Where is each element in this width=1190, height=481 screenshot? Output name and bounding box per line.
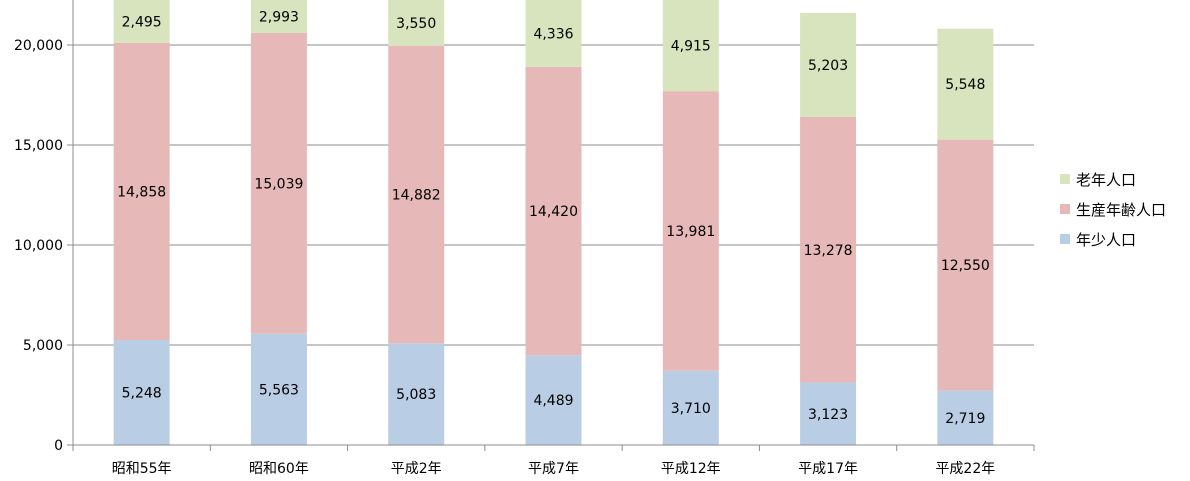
legend-item: 生産年齢人口 <box>1060 194 1166 224</box>
x-tick-label: 平成17年 <box>798 461 858 477</box>
bar-segment <box>937 390 994 445</box>
data-label: 3,550 <box>396 16 436 32</box>
bar-segment <box>113 340 170 445</box>
bar-segment <box>250 0 307 33</box>
data-labels: 5,248 14,858 2,495 5,563 15,039 2,993 5,083 14,… <box>117 9 990 426</box>
bar-segment <box>800 382 857 445</box>
x-tick-label: 平成7年 <box>528 461 579 477</box>
bar-segment <box>937 28 994 140</box>
data-label: 2,993 <box>259 9 299 25</box>
data-label: 14,882 <box>392 188 441 204</box>
bar-segment <box>525 66 582 356</box>
legend-label: 老年人口 <box>1076 170 1137 189</box>
data-label: 3,710 <box>671 401 711 417</box>
data-label: 3,123 <box>808 407 848 423</box>
data-label: 4,915 <box>671 39 711 55</box>
bar-segment <box>525 0 582 67</box>
bar-segment <box>388 0 445 46</box>
legend-item: 年少人口 <box>1060 224 1166 254</box>
data-label: 4,336 <box>533 26 573 42</box>
data-label: 12,550 <box>941 258 990 274</box>
bar-segment <box>250 32 307 334</box>
bar-segment <box>662 0 719 92</box>
bar-segment <box>388 45 445 344</box>
x-tick-label: 平成2年 <box>391 461 442 477</box>
x-tick-label: 平成22年 <box>935 461 995 477</box>
bar-segment <box>525 355 582 445</box>
bar-segment <box>937 139 994 391</box>
x-tick-label: 昭和60年 <box>249 461 309 477</box>
data-label: 5,083 <box>396 387 436 403</box>
bar-segment <box>800 12 857 117</box>
legend-swatch <box>1060 204 1070 214</box>
bar-segment <box>113 42 170 341</box>
bars <box>113 0 994 445</box>
data-label: 5,548 <box>945 77 985 93</box>
data-label: 14,420 <box>529 204 578 220</box>
bar-segment <box>388 343 445 445</box>
axes: 0 5,000 10,000 15,000 20,000 昭和55年 昭和60年 平成2年 平成… <box>14 0 1035 477</box>
data-label: 5,203 <box>808 58 848 74</box>
y-tick-label: 0 <box>54 438 63 454</box>
bar-segment <box>662 370 719 445</box>
data-label: 13,278 <box>804 243 853 259</box>
legend-swatch <box>1060 174 1070 184</box>
legend-swatch <box>1060 234 1070 244</box>
data-label: 14,858 <box>117 184 166 200</box>
x-tick-label: 昭和55年 <box>112 461 172 477</box>
x-tick-label: 平成12年 <box>661 461 721 477</box>
bar-segment <box>662 91 719 371</box>
bar-segment <box>250 333 307 445</box>
bar-segment <box>113 0 170 43</box>
legend: 老年人口生産年齢人口 年少人口 <box>1060 164 1166 254</box>
data-label: 15,039 <box>254 176 303 192</box>
data-label: 2,495 <box>122 14 162 30</box>
data-label: 2,719 <box>945 411 985 427</box>
bar-segment <box>800 116 857 383</box>
legend-label: 年少人口 <box>1076 230 1137 249</box>
y-tick-label: 15,000 <box>14 138 63 154</box>
data-label: 13,981 <box>666 224 715 240</box>
data-label: 5,563 <box>259 382 299 398</box>
legend-item: 老年人口 <box>1060 164 1166 194</box>
data-label: 4,489 <box>533 393 573 409</box>
y-tick-label: 20,000 <box>14 38 63 54</box>
legend-label: 生産年齢人口 <box>1076 200 1167 219</box>
y-tick-label: 5,000 <box>23 338 63 354</box>
y-tick-label: 10,000 <box>14 238 63 254</box>
data-label: 5,248 <box>122 386 162 402</box>
